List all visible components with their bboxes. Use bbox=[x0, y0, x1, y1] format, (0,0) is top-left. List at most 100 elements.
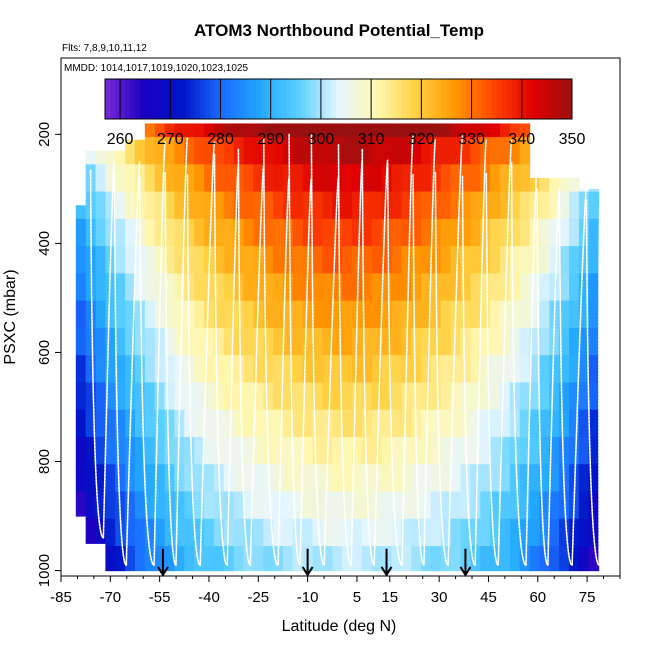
x-tick-label: -25 bbox=[247, 589, 269, 606]
heatmap-cell bbox=[421, 191, 432, 220]
colorbar-segment bbox=[110, 79, 116, 119]
heatmap-cell bbox=[332, 327, 343, 356]
heatmap-cell bbox=[125, 327, 136, 356]
heatmap-cell bbox=[549, 436, 560, 465]
heatmap-cell bbox=[421, 518, 432, 547]
heatmap-cell bbox=[519, 246, 531, 274]
colorbar-segment bbox=[170, 79, 176, 119]
heatmap-cell bbox=[381, 273, 393, 302]
colorbar-segment bbox=[411, 79, 417, 119]
heatmap-cell bbox=[549, 218, 560, 247]
heatmap-cell bbox=[125, 491, 136, 520]
heatmap-cell bbox=[144, 546, 156, 572]
heatmap-cell bbox=[144, 327, 156, 356]
heatmap-cell bbox=[381, 436, 393, 465]
heatmap-cell bbox=[95, 150, 106, 165]
heatmap-cell bbox=[204, 300, 215, 329]
x-tick-label: -85 bbox=[50, 589, 72, 606]
heatmap-cell bbox=[401, 382, 412, 411]
heatmap-cell bbox=[282, 382, 294, 411]
surface-arrow bbox=[157, 548, 169, 577]
heatmap-cell bbox=[470, 137, 481, 165]
heatmap-cell bbox=[154, 491, 166, 520]
heatmap-cell bbox=[75, 218, 87, 247]
heatmap-cell bbox=[243, 409, 254, 438]
heatmap-cell bbox=[361, 436, 373, 465]
heatmap-cell bbox=[332, 382, 343, 411]
heatmap-cell bbox=[490, 355, 501, 384]
heatmap-cell bbox=[105, 464, 116, 493]
heatmap-cell bbox=[312, 137, 324, 165]
heatmap-cell bbox=[361, 191, 373, 220]
heatmap-cell bbox=[105, 164, 116, 193]
heatmap-cell bbox=[430, 137, 442, 165]
heatmap-cell bbox=[322, 355, 333, 384]
heatmap-cell bbox=[253, 409, 264, 438]
heatmap-cell bbox=[391, 436, 402, 465]
heatmap-cell bbox=[233, 491, 245, 520]
heatmap-cell bbox=[539, 246, 550, 274]
heatmap-cell bbox=[342, 546, 353, 572]
heatmap-cell bbox=[292, 300, 304, 329]
heatmap-cell bbox=[342, 409, 353, 438]
heatmap-cell bbox=[223, 546, 235, 572]
heatmap-cell bbox=[263, 164, 274, 193]
heatmap-cell bbox=[460, 382, 471, 411]
heatmap-cell bbox=[470, 218, 481, 247]
heatmap-cell bbox=[204, 164, 215, 193]
heatmap-cell bbox=[440, 518, 452, 547]
heatmap-cell bbox=[361, 382, 373, 411]
heatmap-cell bbox=[233, 546, 245, 572]
heatmap-cell bbox=[75, 327, 87, 356]
colorbar-segment bbox=[541, 79, 548, 119]
heatmap-cell bbox=[529, 409, 541, 438]
heatmap-cell bbox=[519, 164, 531, 193]
heatmap-cell bbox=[450, 327, 462, 356]
heatmap-cell bbox=[253, 218, 264, 247]
heatmap-cell bbox=[569, 409, 580, 438]
heatmap-cell bbox=[85, 150, 97, 165]
colorbar-segment bbox=[371, 79, 377, 119]
heatmap-cell bbox=[401, 518, 412, 547]
heatmap-cell bbox=[154, 218, 166, 247]
heatmap-cell bbox=[332, 464, 343, 493]
heatmap-cell bbox=[134, 464, 146, 493]
heatmap-cell bbox=[559, 518, 570, 547]
heatmap-cell bbox=[204, 218, 215, 247]
heatmap-cell bbox=[549, 518, 560, 547]
heatmap-cell bbox=[332, 164, 343, 193]
heatmap-cell bbox=[134, 546, 146, 572]
heatmap-cell bbox=[480, 327, 491, 356]
heatmap-cell bbox=[559, 300, 570, 329]
heatmap-cell bbox=[213, 327, 225, 356]
heatmap-cell bbox=[233, 123, 245, 138]
heatmap-cell bbox=[164, 164, 176, 193]
heatmap-cell bbox=[154, 382, 166, 411]
heatmap-cell bbox=[440, 491, 452, 520]
colorbar-segment bbox=[471, 79, 478, 119]
heatmap-cell bbox=[213, 409, 225, 438]
y-tick-label: 1000 bbox=[36, 554, 53, 587]
heatmap-cell bbox=[243, 218, 254, 247]
heatmap-cell bbox=[352, 218, 363, 247]
heatmap-cell bbox=[549, 464, 560, 493]
heatmap-cell bbox=[233, 518, 245, 547]
colorbar-segment bbox=[295, 79, 302, 119]
heatmap-cell bbox=[243, 464, 254, 493]
heatmap-cell bbox=[273, 382, 284, 411]
heatmap-cell bbox=[450, 436, 462, 465]
heatmap-cell bbox=[312, 518, 324, 547]
flight-profiles bbox=[89, 133, 602, 566]
heatmap-cell bbox=[539, 382, 550, 411]
heatmap-cell bbox=[164, 518, 176, 547]
heatmap-cell bbox=[529, 518, 541, 547]
heatmap-cell bbox=[588, 218, 600, 247]
heatmap-cell bbox=[352, 123, 363, 138]
heatmap-cell bbox=[144, 123, 156, 138]
heatmap-cell bbox=[401, 491, 412, 520]
heatmap-cell bbox=[154, 518, 166, 547]
heatmap-cell bbox=[292, 123, 304, 138]
colorbar-segment bbox=[275, 79, 282, 119]
heatmap-cell bbox=[509, 246, 521, 274]
heatmap-cell bbox=[569, 177, 580, 193]
